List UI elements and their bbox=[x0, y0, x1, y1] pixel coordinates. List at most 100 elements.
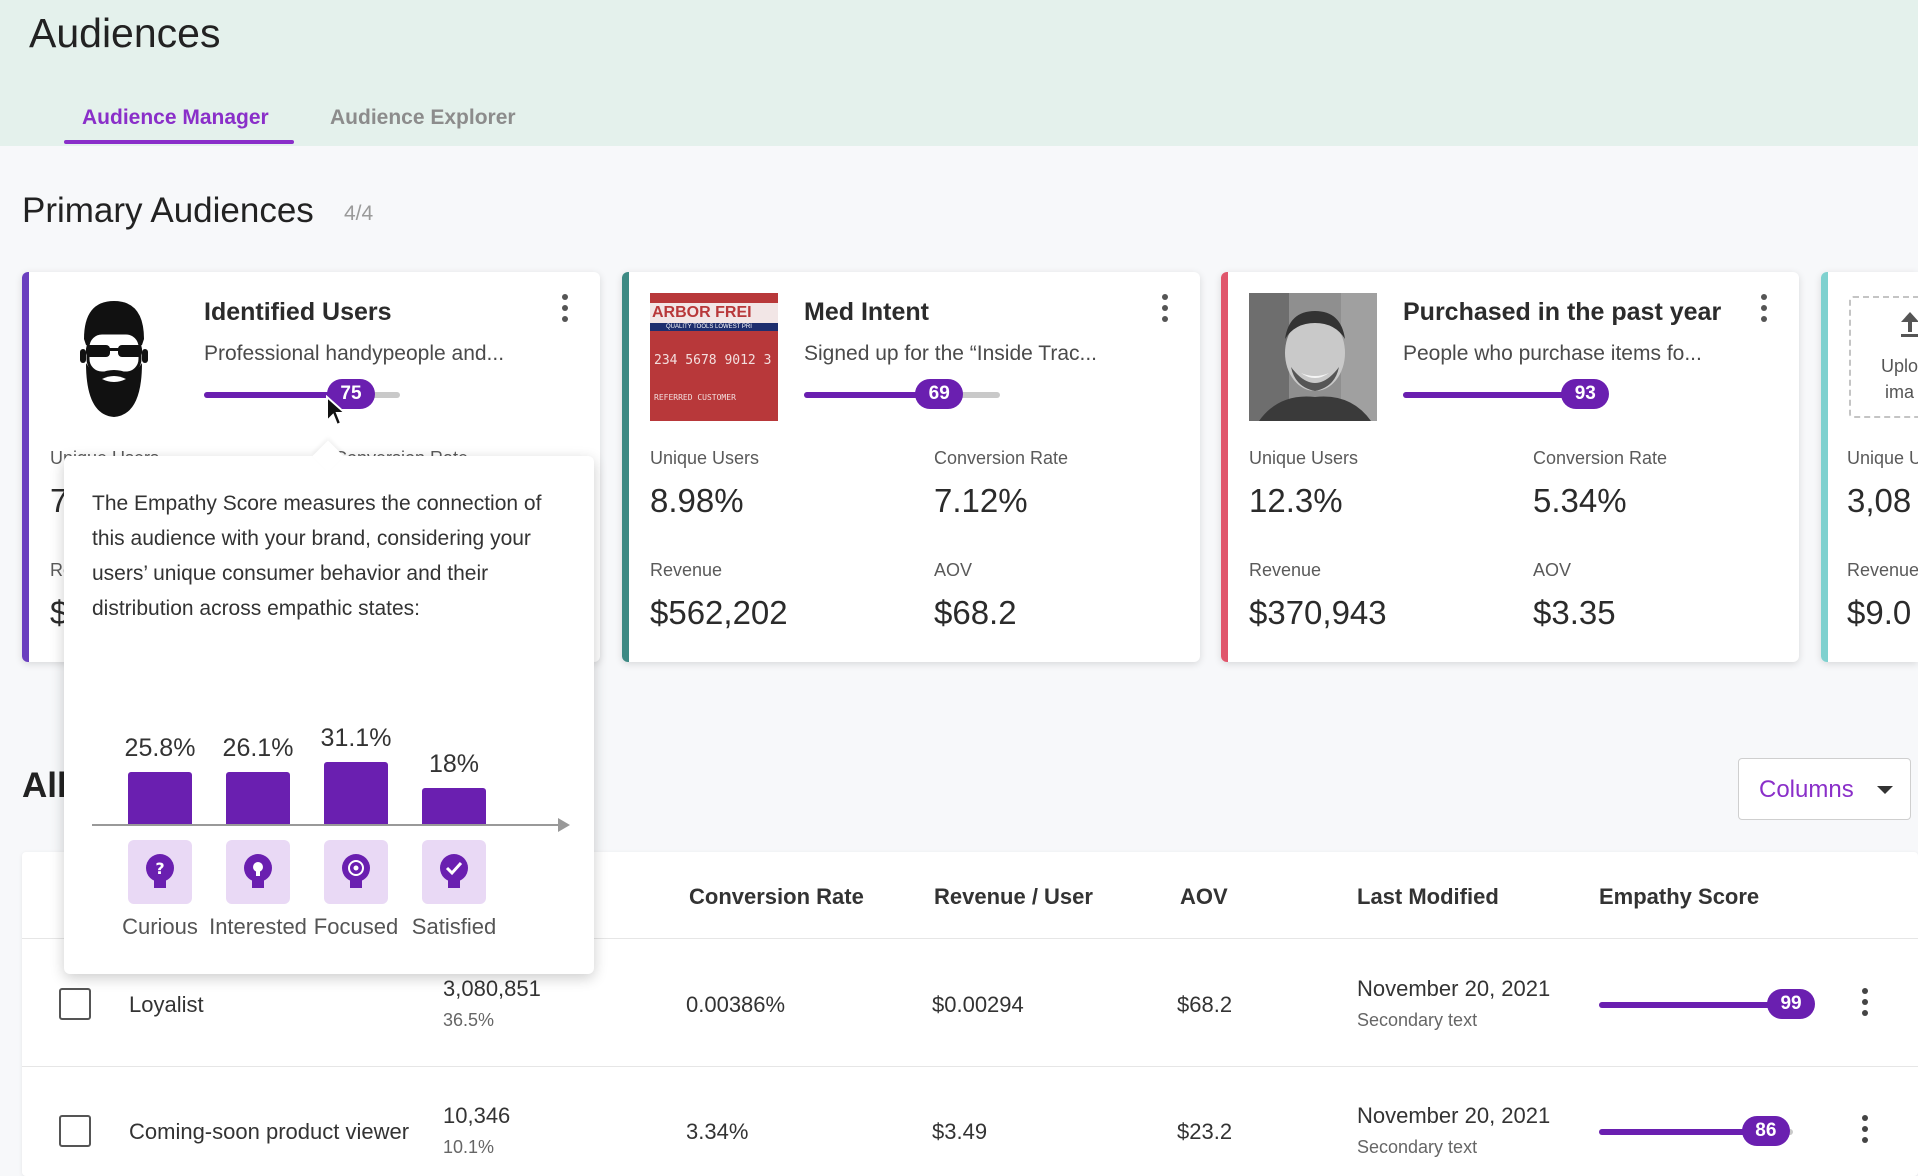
empathy-score-slider[interactable]: 75 bbox=[204, 379, 400, 409]
metric-label-revenue: Revenue bbox=[1249, 560, 1322, 580]
card-title: Med Intent bbox=[804, 298, 929, 326]
metric-label-unique-users: Unique Users bbox=[650, 448, 760, 468]
audience-name[interactable]: Coming-soon product viewer bbox=[129, 1119, 410, 1144]
card-accent bbox=[1821, 272, 1828, 662]
conversion-rate: 3.34% bbox=[686, 1119, 749, 1144]
empathy-score-slider[interactable]: 69 bbox=[804, 379, 1000, 409]
more-options-icon[interactable] bbox=[1757, 294, 1771, 326]
state-bar-curious bbox=[128, 772, 192, 824]
card-description: People who purchase items fo... bbox=[1403, 342, 1702, 365]
metric-label-aov: AOV bbox=[1533, 560, 1572, 580]
metric-value-conversion-rate: 5.34% bbox=[1533, 482, 1627, 519]
upload-icon bbox=[1901, 312, 1918, 322]
tab-audience-explorer[interactable]: Audience Explorer bbox=[330, 106, 516, 129]
column-header-aov[interactable]: AOV bbox=[1180, 884, 1228, 909]
more-options-icon[interactable] bbox=[1158, 294, 1172, 326]
section-title: Primary Audiences bbox=[22, 191, 314, 230]
card-description: Professional handypeople and... bbox=[204, 342, 505, 365]
card-description: Signed up for the “Inside Trac... bbox=[804, 342, 1097, 365]
metric-value-unique-users: 8.98% bbox=[650, 482, 744, 519]
app-header: Audiences Audience Manager Audience Expl… bbox=[0, 0, 1918, 146]
metric-value-unique-users: 7 bbox=[50, 482, 69, 519]
audience-card-partial[interactable]: Uplo ima Unique U 3,08 Revenue $9.0 bbox=[1821, 272, 1918, 662]
card-accent bbox=[1221, 272, 1228, 662]
score-value: 69 bbox=[915, 379, 964, 409]
last-modified-date: November 20, 2021 bbox=[1357, 1103, 1551, 1128]
audience-name[interactable]: Loyalist bbox=[129, 992, 204, 1017]
audience-card-med-intent[interactable]: ARBOR FREI QUALITY TOOLS LOWEST PRI 234 … bbox=[622, 272, 1200, 662]
card-accent bbox=[622, 272, 629, 662]
column-header-last-modified[interactable]: Last Modified bbox=[1357, 884, 1499, 909]
users-count: 3,080,851 bbox=[443, 976, 541, 1001]
column-header-empathy-score[interactable]: Empathy Score bbox=[1599, 884, 1760, 909]
profile-photo-avatar bbox=[1249, 293, 1377, 421]
column-header-revenue-user[interactable]: Revenue / User bbox=[934, 884, 1093, 909]
metric-value-unique-users: 12.3% bbox=[1249, 482, 1343, 519]
row-checkbox[interactable] bbox=[59, 988, 91, 1020]
metric-value-aov: $3.35 bbox=[1533, 594, 1616, 631]
all-audiences-title: All bbox=[22, 766, 67, 805]
score-value: 99 bbox=[1767, 989, 1816, 1019]
metric-label-revenue: Revenue bbox=[1847, 560, 1918, 580]
empathy-score-slider[interactable]: 93 bbox=[1403, 379, 1610, 409]
row-more-options-icon[interactable] bbox=[1858, 1115, 1872, 1147]
last-modified-date: November 20, 2021 bbox=[1357, 976, 1551, 1001]
columns-button[interactable]: Columns bbox=[1738, 758, 1911, 820]
card-title: Purchased in the past year bbox=[1403, 298, 1722, 326]
check-head-icon bbox=[422, 840, 486, 904]
columns-label: Columns bbox=[1759, 776, 1854, 803]
target-head-icon bbox=[324, 840, 388, 904]
page-title: Audiences bbox=[29, 10, 221, 56]
bearded-man-icon bbox=[50, 293, 178, 421]
state-bar-focused bbox=[324, 761, 388, 824]
loyalty-card-image: ARBOR FREI QUALITY TOOLS LOWEST PRI 234 … bbox=[650, 293, 778, 421]
conversion-rate: 0.00386% bbox=[686, 992, 786, 1017]
active-tab-indicator bbox=[64, 140, 294, 144]
empathy-score-slider[interactable]: 86 bbox=[1599, 1116, 1793, 1146]
svg-text:?: ? bbox=[155, 859, 164, 878]
chart-axis bbox=[92, 824, 564, 826]
state-bar-satisfied bbox=[422, 788, 486, 824]
card-title: Identified Users bbox=[204, 298, 392, 326]
card-accent bbox=[22, 272, 29, 662]
more-options-icon[interactable] bbox=[558, 294, 572, 326]
upload-image-dropzone[interactable]: Uplo ima bbox=[1849, 296, 1918, 418]
bulb-head-icon bbox=[226, 840, 290, 904]
empathy-score-slider[interactable]: 99 bbox=[1599, 989, 1816, 1019]
audience-card-purchased-past-year[interactable]: Purchased in the past year People who pu… bbox=[1221, 272, 1799, 662]
tab-audience-manager[interactable]: Audience Manager bbox=[82, 106, 269, 129]
secondary-text: Secondary text bbox=[1357, 1137, 1478, 1157]
score-value: 86 bbox=[1741, 1116, 1790, 1146]
metric-label-unique-users: Unique Users bbox=[1249, 448, 1359, 468]
metric-label-conversion-rate: Conversion Rate bbox=[1533, 448, 1668, 468]
caret-down-icon bbox=[1877, 786, 1893, 794]
aov: $68.2 bbox=[1177, 992, 1233, 1017]
metric-label-aov: AOV bbox=[934, 560, 973, 580]
metric-label-conversion-rate: Conversion Rate bbox=[934, 448, 1069, 468]
metric-value-conversion-rate: 7.12% bbox=[934, 482, 1028, 519]
revenue-per-user: $3.49 bbox=[932, 1119, 988, 1144]
state-value-satisfied: 18% bbox=[428, 750, 480, 778]
tooltip-description: The Empathy Score measures the connectio… bbox=[92, 492, 542, 620]
row-checkbox[interactable] bbox=[59, 1115, 91, 1147]
state-value-focused: 31.1% bbox=[320, 723, 392, 752]
metric-value-revenue: $9.0 bbox=[1847, 594, 1912, 631]
metric-value-aov: $68.2 bbox=[934, 594, 1017, 631]
secondary-text: Secondary text bbox=[1357, 1010, 1478, 1030]
metric-value-revenue: $ bbox=[50, 594, 69, 631]
state-value-curious: 25.8% bbox=[124, 734, 196, 763]
column-header-conversion-rate[interactable]: Conversion Rate bbox=[689, 884, 864, 909]
state-label-interested: Interested bbox=[209, 914, 307, 939]
revenue-per-user: $0.00294 bbox=[932, 992, 1024, 1017]
state-label-curious: Curious bbox=[122, 914, 198, 939]
score-value: 93 bbox=[1561, 379, 1610, 409]
metric-value-revenue: $370,943 bbox=[1249, 594, 1387, 631]
row-more-options-icon[interactable] bbox=[1858, 988, 1872, 1020]
section-count: 4/4 bbox=[344, 202, 374, 225]
metric-label-revenue: Revenue bbox=[650, 560, 723, 580]
mouse-cursor-icon bbox=[326, 395, 347, 427]
users-percent: 36.5% bbox=[443, 1010, 495, 1030]
users-count: 10,346 bbox=[443, 1103, 511, 1128]
state-label-focused: Focused bbox=[313, 914, 399, 939]
metric-value-revenue: $562,202 bbox=[650, 594, 788, 631]
